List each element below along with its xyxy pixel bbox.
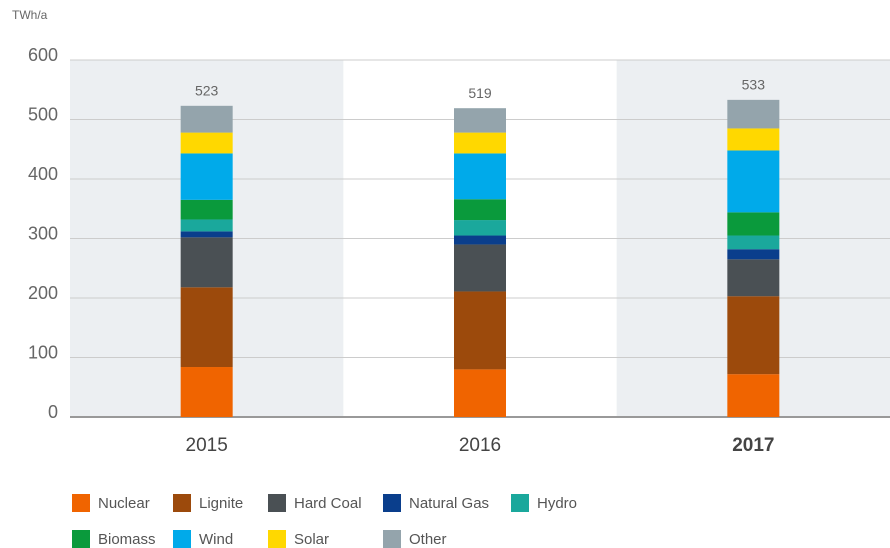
x-tick-label: 2016 xyxy=(459,435,501,456)
legend-label: Wind xyxy=(199,531,233,548)
bar-segment xyxy=(454,369,506,417)
legend-label: Natural Gas xyxy=(409,495,489,512)
y-tick-label: 500 xyxy=(28,104,58,124)
legend-label: Lignite xyxy=(199,495,243,512)
legend-swatch xyxy=(173,530,191,548)
total-label: 523 xyxy=(195,83,219,99)
legend-label: Biomass xyxy=(98,531,156,548)
legend-label: Hydro xyxy=(537,495,577,512)
bar-segment xyxy=(454,199,506,221)
total-label: 533 xyxy=(742,77,766,93)
bar-segment xyxy=(454,235,506,245)
bar-segment xyxy=(727,128,780,151)
x-tick-label: 2015 xyxy=(186,435,228,456)
bar-segment xyxy=(727,212,780,236)
legend-swatch xyxy=(173,494,191,512)
bar-segment xyxy=(180,237,233,288)
y-tick-label: 100 xyxy=(28,342,58,362)
bar-segment xyxy=(727,259,780,297)
legend-swatch xyxy=(383,530,401,548)
bar-segment xyxy=(180,367,233,417)
bar-segment xyxy=(180,105,233,133)
y-tick-label: 600 xyxy=(28,45,58,65)
bar-segment xyxy=(454,153,506,200)
bar-segment xyxy=(180,132,233,154)
bar-segment xyxy=(454,132,506,154)
bar-segment xyxy=(454,108,506,133)
bar-segment xyxy=(180,287,233,368)
bar-segment xyxy=(727,99,780,129)
x-tick-label: 2017 xyxy=(732,435,774,456)
legend-swatch xyxy=(383,494,401,512)
legend-label: Other xyxy=(409,531,447,548)
bar-segment xyxy=(180,199,233,220)
legend-label: Hard Coal xyxy=(294,495,362,512)
legend-swatch xyxy=(268,494,286,512)
legend-label: Nuclear xyxy=(98,495,150,512)
bar-segment xyxy=(180,219,233,232)
legend-swatch xyxy=(268,530,286,548)
bar-segment xyxy=(727,296,780,375)
y-tick-label: 200 xyxy=(28,283,58,303)
bar-segment xyxy=(454,220,506,236)
y-tick-label: 0 xyxy=(48,402,58,422)
legend-swatch xyxy=(72,530,90,548)
bar-segment xyxy=(727,150,780,213)
bar-segment xyxy=(727,374,780,417)
legend-swatch xyxy=(511,494,529,512)
bar-segment xyxy=(727,235,780,250)
bar-segment xyxy=(454,291,506,370)
y-tick-label: 400 xyxy=(28,164,58,184)
legend-swatch xyxy=(72,494,90,512)
total-label: 519 xyxy=(468,85,492,101)
bar-segment xyxy=(180,153,233,200)
bar-segment xyxy=(180,231,233,238)
y-tick-label: 300 xyxy=(28,223,58,243)
bar-segment xyxy=(454,244,506,292)
bar-segment xyxy=(727,249,780,260)
y-axis-label: TWh/a xyxy=(12,8,48,22)
legend-label: Solar xyxy=(294,531,329,548)
